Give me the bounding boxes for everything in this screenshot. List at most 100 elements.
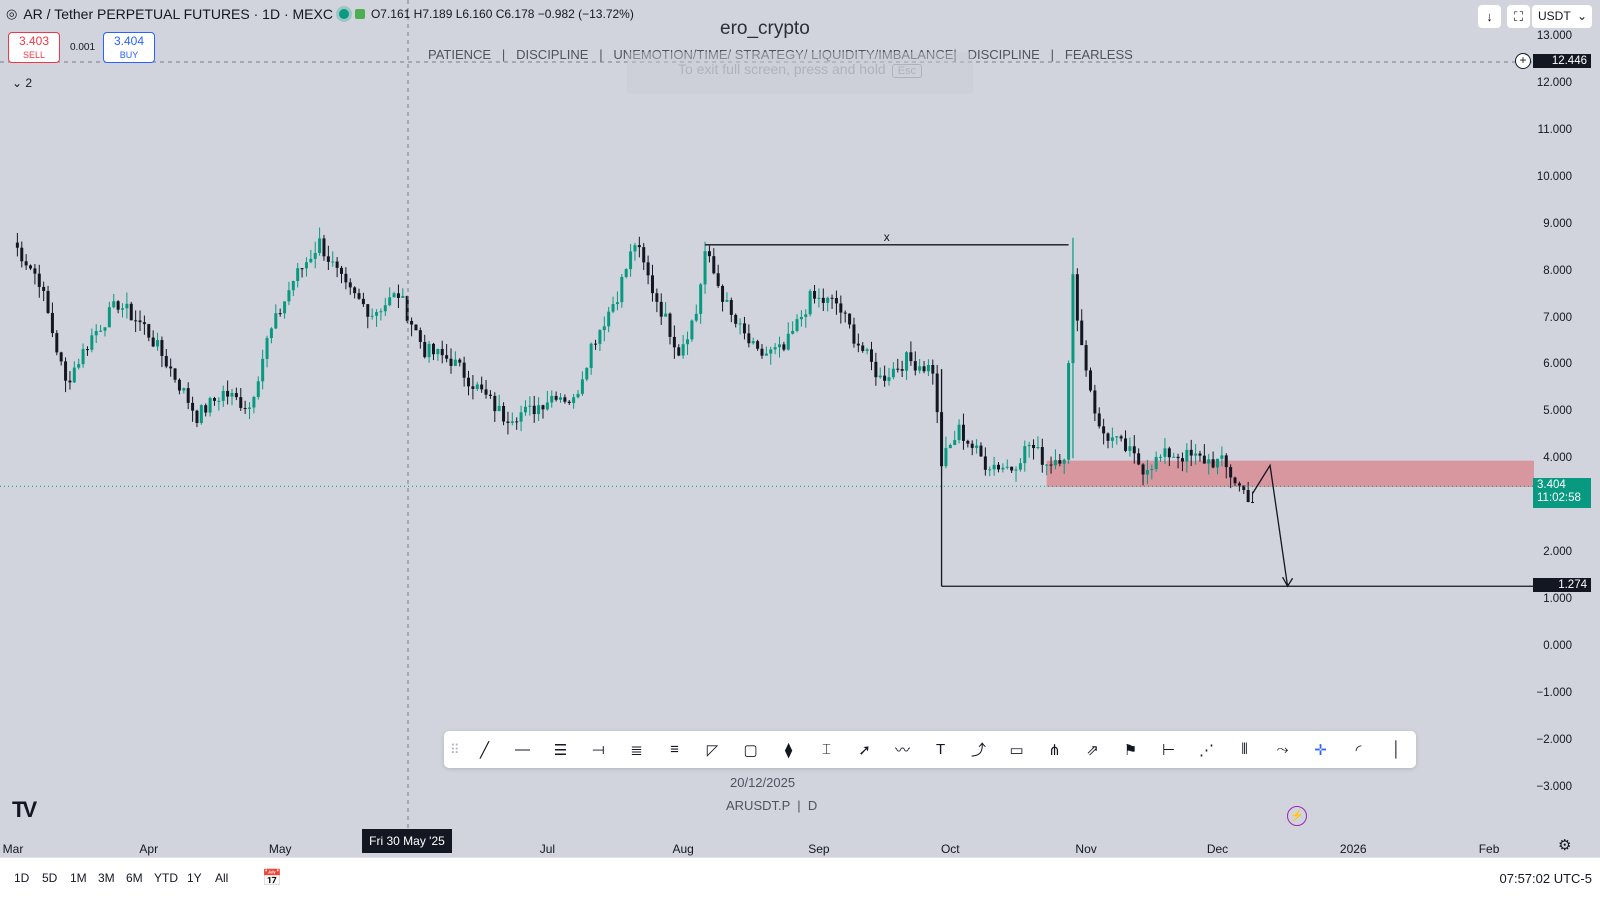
- sell-button[interactable]: 3.403 SELL: [8, 32, 60, 63]
- candle-body: [313, 253, 317, 259]
- candle-body: [975, 445, 979, 448]
- candle-body: [953, 440, 957, 445]
- balloon-icon[interactable]: ▭: [1009, 741, 1024, 759]
- candle-body: [615, 302, 619, 305]
- candle-body: [677, 347, 681, 356]
- fib-extension-icon[interactable]: ≡: [670, 741, 679, 758]
- projection-arrow: [1251, 463, 1289, 587]
- clock-readout[interactable]: 07:57:02 UTC-5: [1499, 871, 1593, 886]
- candle-body: [821, 297, 825, 303]
- download-icon[interactable]: ↓: [1478, 5, 1501, 28]
- lightning-icon[interactable]: ⚡: [1287, 806, 1307, 826]
- candle-body: [182, 388, 186, 391]
- text-icon[interactable]: T: [935, 741, 946, 758]
- candle-body: [1189, 449, 1193, 456]
- period-button-1y[interactable]: 1Y: [187, 871, 202, 885]
- add-alert-icon[interactable]: +: [1515, 53, 1531, 69]
- parallel-channel-icon[interactable]: ☰: [553, 741, 568, 759]
- callout-icon[interactable]: ◸: [706, 741, 719, 759]
- candle-body: [112, 301, 116, 308]
- period-button-ytd[interactable]: YTD: [154, 871, 178, 885]
- candle-body: [15, 242, 19, 248]
- curve-icon[interactable]: ◜: [1355, 741, 1362, 759]
- buy-price: 3.404: [113, 34, 145, 48]
- bars-pattern-icon[interactable]: ⫴: [1241, 741, 1248, 758]
- candle-body: [125, 303, 129, 309]
- candle-body: [1128, 446, 1132, 451]
- buy-button[interactable]: 3.404 BUY: [103, 32, 155, 63]
- candle-body: [611, 304, 615, 312]
- date-range-icon[interactable]: ⊢: [1161, 741, 1176, 759]
- period-button-5d[interactable]: 5D: [42, 871, 58, 885]
- gear-icon[interactable]: ⚙: [1558, 837, 1572, 854]
- period-button-6m[interactable]: 6M: [126, 871, 143, 885]
- candle-body: [808, 291, 812, 315]
- brush-icon[interactable]: 〰: [895, 742, 911, 759]
- candle-body: [239, 397, 243, 408]
- candle-body: [77, 364, 81, 368]
- period-button-3m[interactable]: 3M: [98, 871, 115, 885]
- indicators-collapse-toggle[interactable]: ⌄ 2: [12, 76, 32, 90]
- calendar-icon[interactable]: 📅: [262, 870, 282, 887]
- candle-body: [624, 269, 628, 277]
- candle-body: [887, 377, 891, 381]
- horizontal-line-icon[interactable]: —: [515, 741, 531, 758]
- price-axis-label: −3.000: [1536, 780, 1573, 793]
- candle-body: [664, 313, 668, 317]
- tradingview-logo[interactable]: TV: [12, 797, 37, 822]
- candle-body: [50, 312, 54, 334]
- candle-body: [331, 261, 335, 263]
- fib-retracement-icon[interactable]: ≣: [630, 741, 643, 759]
- candle-body: [90, 335, 94, 350]
- long-position-icon[interactable]: ⧫: [784, 741, 793, 759]
- toolbar-drag-handle-icon[interactable]: ⠿: [450, 741, 460, 757]
- candle-body: [357, 293, 361, 299]
- period-button-all[interactable]: All: [215, 871, 229, 885]
- rectangle-icon[interactable]: ▢: [743, 741, 758, 759]
- pitchfork-icon[interactable]: ⋔: [1048, 741, 1061, 759]
- symbol-title[interactable]: AR / Tether PERPETUAL FUTURES · 1D · MEX…: [23, 6, 333, 22]
- candle-body: [361, 298, 365, 305]
- arrow-icon[interactable]: ➚: [858, 741, 871, 759]
- gann-fan-icon[interactable]: ⋰: [1199, 741, 1215, 759]
- candle-body: [1233, 477, 1237, 484]
- last-price-tag: 3.404 11:02:58: [1533, 478, 1591, 509]
- price-range-icon[interactable]: ⌶: [822, 741, 832, 758]
- currency-select[interactable]: USDT ⌄: [1532, 5, 1592, 28]
- candle-body: [1137, 453, 1141, 465]
- period-button-1m[interactable]: 1M: [70, 871, 87, 885]
- candle-body: [782, 344, 786, 350]
- candle-body: [129, 303, 133, 321]
- price-axis-label: 0.000: [1543, 640, 1572, 652]
- candle-body: [694, 313, 698, 321]
- crosshair-icon[interactable]: ✛: [1314, 741, 1327, 759]
- market-status-icon[interactable]: [338, 9, 349, 19]
- candle-body: [68, 380, 72, 383]
- flag-icon[interactable]: ⚑: [1123, 741, 1138, 759]
- period-button-1d[interactable]: 1D: [14, 871, 30, 885]
- candle-body: [598, 330, 602, 344]
- candle-body: [383, 305, 387, 312]
- candle-body: [309, 258, 313, 263]
- arrow-marker-icon[interactable]: ⇗: [1086, 741, 1099, 759]
- sell-label: SELL: [22, 50, 46, 60]
- price-axis-label: 13.000: [1536, 30, 1572, 42]
- candle-body: [1180, 458, 1184, 462]
- candle-body: [970, 443, 974, 448]
- trend-line-icon[interactable]: ╱: [480, 741, 490, 759]
- chevron-down-icon: ⌄: [12, 76, 23, 90]
- data-status-icon: [354, 9, 365, 19]
- candle-body: [322, 238, 326, 257]
- path-icon[interactable]: ⤴: [971, 742, 987, 759]
- forecast-icon[interactable]: ⤳: [1276, 741, 1289, 758]
- candle-body: [913, 361, 917, 371]
- candle-body: [510, 421, 514, 423]
- fullscreen-icon[interactable]: ⛶: [1507, 5, 1530, 28]
- candle-body: [760, 348, 764, 356]
- candle-body: [1198, 453, 1202, 456]
- vertical-line-icon[interactable]: │: [1391, 741, 1402, 758]
- candle-body: [725, 300, 729, 302]
- candle-body: [804, 314, 808, 317]
- horizontal-ray-icon[interactable]: ⟞: [592, 741, 605, 758]
